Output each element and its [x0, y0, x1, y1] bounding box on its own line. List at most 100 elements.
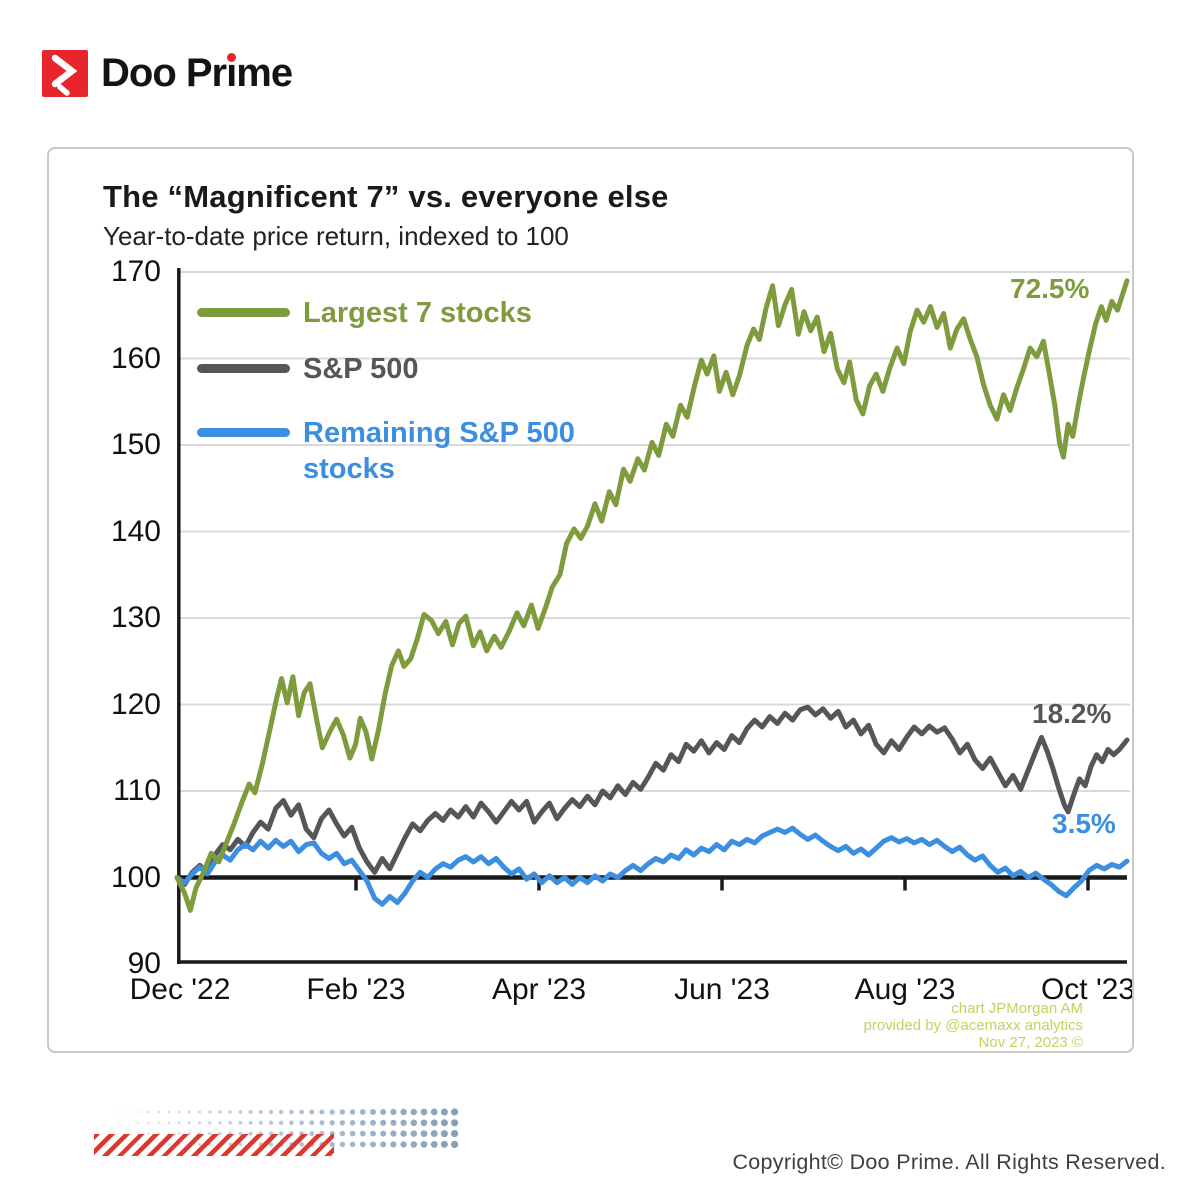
- decoration-dot: [430, 1130, 438, 1138]
- end-label-s-p-500: 18.2%: [1032, 698, 1112, 729]
- decoration-dot: [451, 1119, 459, 1127]
- x-tick-label-feb-23: Feb '23: [306, 973, 406, 1006]
- x-tick-label-apr-23: Apr '23: [491, 973, 587, 1006]
- decoration-dot: [127, 1111, 130, 1113]
- plot-area: [174, 268, 1130, 964]
- series-line-remaining-s-p-500-stocks: [174, 825, 1130, 907]
- chart-title: The “Magnificent 7” vs. everyone else: [103, 179, 669, 214]
- x-tick-label-jun-23: Jun '23: [674, 973, 770, 1006]
- decoration-dot: [359, 1130, 366, 1137]
- hatched-bar-decoration: [94, 1134, 334, 1156]
- decoration-dot: [309, 1120, 315, 1126]
- decoration-dot: [370, 1119, 376, 1126]
- decoration-dot: [440, 1119, 448, 1127]
- watermark-line: provided by @acemaxx analytics: [863, 1017, 1084, 1034]
- decoration-dot: [248, 1110, 253, 1114]
- chart-subtitle: Year-to-date price return, indexed to 10…: [103, 221, 569, 251]
- decoration-dot: [289, 1120, 294, 1126]
- decoration-dot: [370, 1109, 376, 1115]
- chart-card: The “Magnificent 7” vs. everyone else Ye…: [47, 147, 1134, 1053]
- decoration-dot: [299, 1120, 304, 1126]
- x-tick-label-dec-22: Dec '22: [129, 973, 231, 1006]
- decoration-dot: [390, 1141, 397, 1148]
- decoration-dot: [440, 1140, 448, 1148]
- decoration-dot: [430, 1140, 438, 1148]
- decoration-dot: [380, 1119, 387, 1126]
- decoration-dot: [177, 1121, 181, 1125]
- decoration-dot: [349, 1120, 356, 1126]
- decoration-dot: [349, 1141, 356, 1148]
- decoration-dot: [187, 1121, 191, 1125]
- decoration-dot: [440, 1130, 448, 1138]
- decoration-dot: [410, 1130, 418, 1137]
- decoration-dot: [248, 1120, 253, 1125]
- decoration-dot: [127, 1121, 130, 1124]
- decoration-dot: [309, 1109, 315, 1115]
- decoration-dot: [380, 1130, 387, 1137]
- x-tick-label-oct-23: Oct '23: [1040, 973, 1134, 1006]
- decoration-dot: [359, 1141, 366, 1148]
- decoration-dot: [278, 1109, 284, 1115]
- doo-prime-logo-icon: [42, 50, 88, 97]
- decoration-dot: [440, 1108, 448, 1116]
- decoration-dot: [370, 1130, 376, 1137]
- copyright-text: Copyright© Doo Prime. All Rights Reserve…: [732, 1150, 1166, 1174]
- decoration-dot: [420, 1108, 428, 1116]
- decoration-dot: [238, 1110, 243, 1114]
- decoration-dot: [198, 1121, 202, 1125]
- y-tick-label-90: 90: [127, 947, 161, 980]
- decoration-dot: [319, 1109, 325, 1115]
- decoration-dot: [258, 1109, 263, 1115]
- y-tick-label-140: 140: [110, 514, 161, 548]
- decoration-dot: [238, 1120, 243, 1125]
- logo-red-dot: [227, 53, 237, 62]
- decoration-dot: [208, 1110, 212, 1114]
- legend-label-remaining-s-p-500-stocks: Remaining S&P 500 stocks: [303, 417, 575, 485]
- decoration-dot: [157, 1121, 161, 1125]
- decoration-dot: [339, 1109, 346, 1115]
- y-tick-label-170: 170: [110, 255, 161, 288]
- decoration-dot: [137, 1110, 140, 1114]
- decoration-dot: [117, 1111, 119, 1113]
- y-tick-label-100: 100: [110, 860, 161, 894]
- decoration-dot: [451, 1108, 459, 1116]
- decoration-dot: [289, 1109, 294, 1115]
- decoration-dot: [430, 1108, 438, 1116]
- decoration-dot: [147, 1110, 150, 1114]
- decoration-dot: [167, 1121, 171, 1125]
- decoration-dot: [420, 1141, 428, 1148]
- decoration-dot: [167, 1110, 171, 1114]
- decoration-dot: [339, 1130, 346, 1137]
- decoration-dot: [390, 1119, 397, 1126]
- watermark-line: chart JPMorgan AM: [951, 1000, 1083, 1017]
- decoration-dot: [349, 1109, 356, 1115]
- decoration-dot: [390, 1108, 397, 1116]
- decoration-dot: [319, 1120, 325, 1126]
- logo-i-letter: ı: [226, 51, 237, 95]
- decoration-dot: [410, 1108, 418, 1116]
- decoration-dot: [400, 1141, 407, 1148]
- y-tick-label-110: 110: [113, 774, 161, 807]
- watermark-line: Nov 27, 2023 ©: [978, 1034, 1083, 1051]
- decoration-dot: [339, 1141, 346, 1148]
- decoration-dot: [268, 1109, 274, 1115]
- legend-swatch-s-p-500: [197, 364, 290, 373]
- y-tick-label-160: 160: [110, 341, 161, 375]
- legend-item-largest-7-stocks: Largest 7 stocks: [197, 295, 532, 331]
- decoration-dot: [400, 1130, 407, 1137]
- legend-item-remaining-s-p-500-stocks: Remaining S&P 500 stocks: [197, 415, 623, 487]
- decoration-dot: [380, 1141, 387, 1148]
- y-tick-label-120: 120: [110, 687, 161, 721]
- decoration-dot: [329, 1120, 335, 1126]
- decoration-dot: [177, 1110, 181, 1114]
- decoration-dot: [380, 1108, 387, 1116]
- series-line-s-p-500: [174, 704, 1130, 887]
- end-label-remaining-s-p-500-stocks: 3.5%: [1052, 808, 1116, 839]
- legend-swatch-largest-7-stocks: [197, 308, 290, 317]
- decoration-dot: [349, 1130, 356, 1137]
- decoration-dot: [420, 1130, 428, 1137]
- decoration-dot: [299, 1109, 304, 1115]
- decoration-dot: [339, 1120, 346, 1126]
- decoration-dot: [390, 1130, 397, 1137]
